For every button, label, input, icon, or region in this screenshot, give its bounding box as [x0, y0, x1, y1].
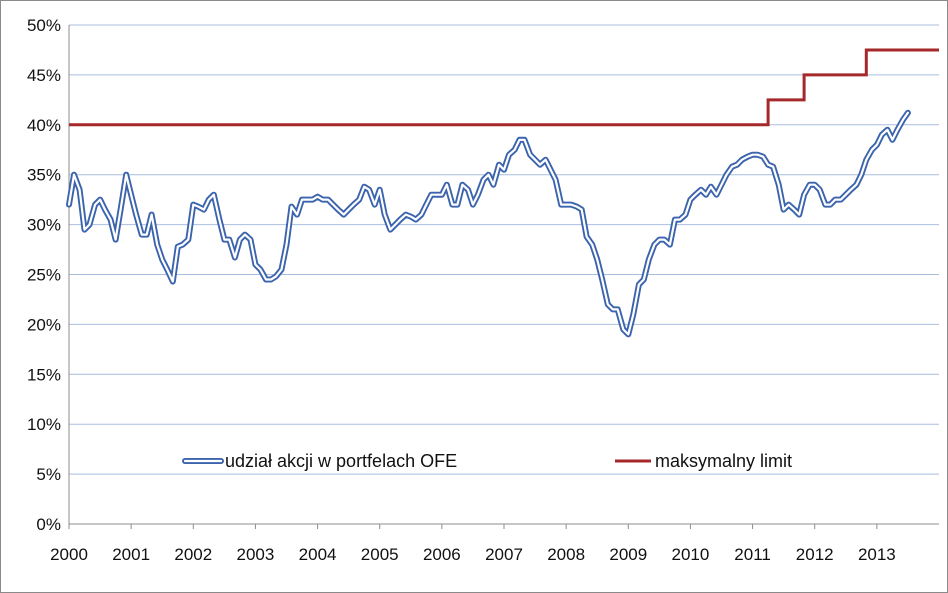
x-tick-label: 2000	[50, 545, 88, 564]
x-tick-label: 2002	[174, 545, 212, 564]
x-tick-label: 2008	[547, 545, 585, 564]
y-tick-label: 45%	[27, 66, 61, 85]
x-tick-label: 2009	[609, 545, 647, 564]
x-axis-tick-labels: 2000 2001 2002 2003 2004 2005 2006 2007 2008 2009…	[50, 545, 896, 564]
x-tick-label: 2005	[361, 545, 399, 564]
legend-label-ofe: udział akcji w portfelach OFE	[225, 451, 457, 471]
y-tick-label: 40%	[27, 116, 61, 135]
y-tick-label: 35%	[27, 166, 61, 185]
x-tick-label: 2003	[237, 545, 275, 564]
series-line-limit	[69, 48, 939, 127]
series-lines	[66, 48, 939, 338]
legend-label-limit: maksymalny limit	[655, 451, 792, 471]
y-tick-label: 50%	[27, 16, 61, 35]
x-tick-label: 2012	[796, 545, 834, 564]
axes	[68, 25, 939, 529]
x-tick-label: 2004	[299, 545, 337, 564]
x-tick-label: 2013	[858, 545, 896, 564]
series-line-ofe-outline	[66, 109, 911, 338]
y-tick-label: 20%	[27, 315, 61, 334]
legend-item-limit: maksymalny limit	[615, 451, 792, 471]
x-tick-label: 2007	[485, 545, 523, 564]
x-tick-label: 2010	[672, 545, 710, 564]
y-tick-label: 10%	[27, 415, 61, 434]
y-tick-label: 0%	[36, 515, 61, 534]
gridlines	[69, 24, 939, 475]
y-tick-label: 15%	[27, 365, 61, 384]
x-tick-label: 2001	[112, 545, 150, 564]
y-tick-label: 25%	[27, 266, 61, 285]
y-tick-label: 5%	[36, 465, 61, 484]
x-tick-label: 2011	[734, 545, 771, 564]
y-axis-tick-labels: 0% 5% 10% 15% 20% 25% 30% 35% 40% 45% 50%	[27, 16, 61, 534]
y-tick-label: 30%	[27, 216, 61, 235]
legend-item-ofe: udział akcji w portfelach OFE	[182, 451, 457, 471]
x-tick-label: 2006	[423, 545, 461, 564]
series-line-ofe-inner	[67, 111, 909, 336]
legend: udział akcji w portfelach OFE maksymalny…	[182, 451, 792, 471]
